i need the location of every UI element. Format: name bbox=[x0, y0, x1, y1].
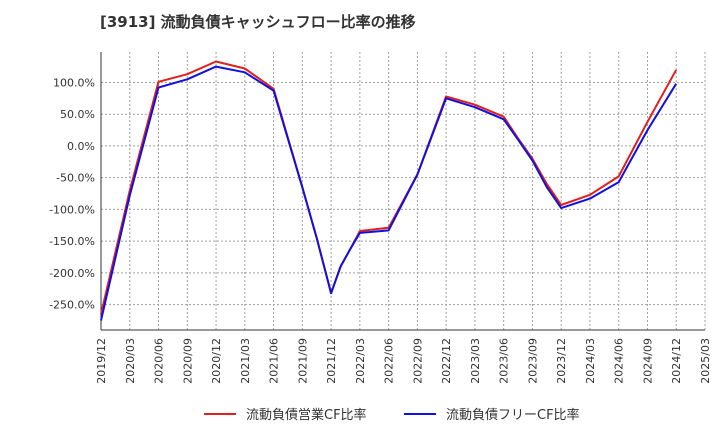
x-tick-label: 2023/12 bbox=[555, 338, 568, 384]
chart-title: [3913] 流動負債キャッシュフロー比率の推移 bbox=[100, 13, 416, 31]
y-tick-label: 0.0% bbox=[67, 140, 95, 153]
x-tick-label: 2022/09 bbox=[411, 338, 424, 384]
x-tick-label: 2022/03 bbox=[354, 338, 367, 384]
x-tick-label: 2020/09 bbox=[181, 338, 194, 384]
x-tick-label: 2021/03 bbox=[239, 338, 252, 384]
y-tick-label: -50.0% bbox=[56, 172, 95, 185]
x-tick-label: 2023/03 bbox=[469, 338, 482, 384]
legend-label-1: 流動負債営業CF比率 bbox=[246, 407, 367, 423]
y-tick-label: -250.0% bbox=[49, 299, 95, 312]
x-tick-label: 2020/12 bbox=[210, 338, 223, 384]
y-tick-label: 50.0% bbox=[60, 108, 95, 121]
series-line-2 bbox=[100, 65, 678, 321]
x-tick-label: 2020/03 bbox=[124, 338, 137, 384]
x-tick-label: 2021/12 bbox=[325, 338, 338, 384]
x-tick-label: 2024/06 bbox=[613, 338, 626, 384]
x-tick-label: 2023/09 bbox=[526, 338, 539, 384]
x-tick-label: 2021/06 bbox=[268, 338, 281, 384]
x-tick-label: 2024/12 bbox=[670, 338, 683, 384]
x-tick-label: 2022/12 bbox=[440, 338, 453, 384]
y-tick-label: -150.0% bbox=[49, 235, 95, 248]
x-tick-label: 2024/09 bbox=[641, 338, 654, 384]
legend-label-2: 流動負債フリーCF比率 bbox=[446, 407, 580, 423]
series-line-1 bbox=[100, 60, 678, 315]
x-tick-label: 2024/03 bbox=[584, 338, 597, 384]
x-tick-label: 2023/06 bbox=[498, 338, 511, 384]
x-tick-label: 2021/09 bbox=[296, 338, 309, 384]
y-tick-label: -100.0% bbox=[49, 203, 95, 216]
plot-background bbox=[101, 52, 705, 330]
x-tick-label: 2019/12 bbox=[95, 338, 108, 384]
x-tick-label: 2020/06 bbox=[153, 338, 166, 384]
x-tick-label: 2022/06 bbox=[383, 338, 396, 384]
x-tick-label: 2025/03 bbox=[699, 338, 712, 384]
y-tick-label: -200.0% bbox=[49, 267, 95, 280]
y-tick-label: 100.0% bbox=[53, 76, 95, 89]
